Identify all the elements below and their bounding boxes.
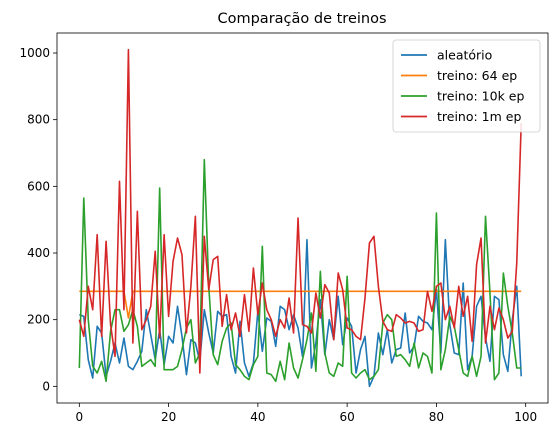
y-tick-label: 1000 <box>19 46 50 60</box>
x-tick-label: 0 <box>75 410 83 424</box>
legend-label: aleatório <box>437 48 492 63</box>
x-tick-label: 20 <box>161 410 176 424</box>
x-tick-label: 80 <box>429 410 444 424</box>
x-tick-label: 40 <box>250 410 265 424</box>
series-line-3 <box>78 48 523 374</box>
x-tick-label: 100 <box>514 410 537 424</box>
legend-label: treino: 64 ep <box>437 68 517 83</box>
series-line-1 <box>79 290 522 319</box>
legend-label: treino: 10k ep <box>437 89 524 104</box>
series-layer <box>78 48 523 388</box>
legend-box <box>392 39 541 133</box>
series-line-2 <box>78 158 522 383</box>
chart-title: Comparação de treinos <box>217 11 386 27</box>
y-tick-label: 200 <box>27 313 50 327</box>
y-tick-label: 0 <box>42 379 50 393</box>
plot-frame <box>56 32 549 404</box>
legend: aleatório treino: 64 ep treino: 10k ep trei… <box>392 39 541 133</box>
x-tick-label: 60 <box>339 410 354 424</box>
y-tick-label: 600 <box>27 179 50 193</box>
y-tick-label: 400 <box>27 246 50 260</box>
series-line-0 <box>79 238 523 388</box>
legend-label: treino: 1m ep <box>437 109 521 124</box>
y-tick-label: 800 <box>27 113 50 127</box>
